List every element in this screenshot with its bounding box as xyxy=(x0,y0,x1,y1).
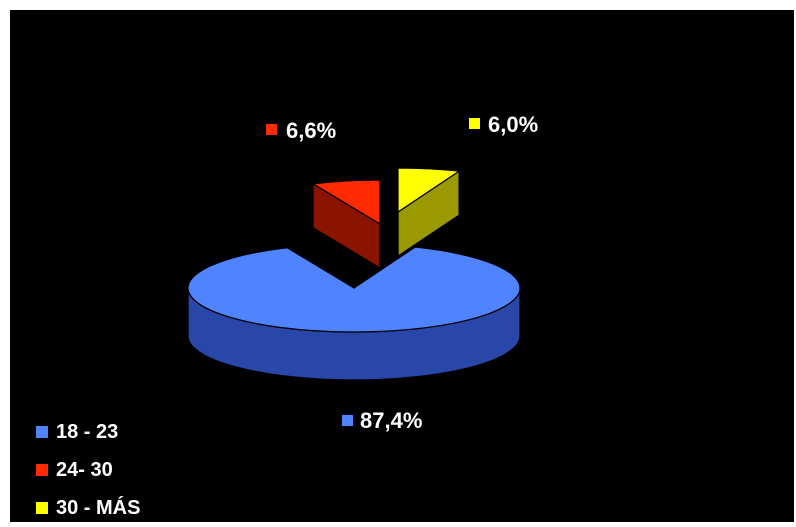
legend-item-24-30: 24- 30 xyxy=(36,451,140,489)
legend-item-18-23: 18 - 23 xyxy=(36,413,140,451)
legend-label-18-23: 18 - 23 xyxy=(56,420,119,443)
slice-24-30-top xyxy=(311,179,381,226)
chart-frame: 87,4% 6,6% 6,0% 18 - 23 24- 30 30 - MÁS xyxy=(10,10,794,522)
slice-30-mas-top xyxy=(397,167,461,214)
data-label-24-30: 6,6% xyxy=(286,118,336,143)
data-label-marker-30-mas xyxy=(469,118,480,129)
pie-chart: 87,4% 6,6% 6,0% xyxy=(187,112,538,433)
data-label-18-23: 87,4% xyxy=(360,408,422,433)
data-label-30-mas: 6,0% xyxy=(488,112,538,137)
slice-18-23-top xyxy=(187,246,521,333)
legend-label-24-30: 24- 30 xyxy=(56,458,113,481)
legend-swatch-30-mas xyxy=(36,502,48,514)
legend: 18 - 23 24- 30 30 - MÁS xyxy=(36,413,140,527)
legend-label-30-mas: 30 - MÁS xyxy=(56,496,141,519)
data-label-marker-18-23 xyxy=(342,415,353,426)
legend-item-30-mas: 30 - MÁS xyxy=(36,489,140,527)
legend-swatch-18-23 xyxy=(36,426,48,438)
legend-swatch-24-30 xyxy=(36,464,48,476)
data-label-marker-24-30 xyxy=(266,124,277,135)
